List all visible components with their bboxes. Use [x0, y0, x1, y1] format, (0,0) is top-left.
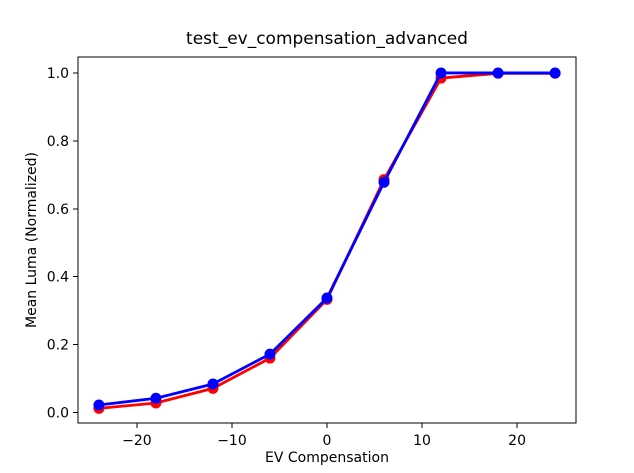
y-tick-label: 0.4	[47, 270, 69, 286]
series-line-blue	[97, 71, 557, 407]
data-point-marker-blue	[150, 392, 162, 404]
y-tick-label: 0.0	[47, 405, 69, 421]
chart-title: test_ev_compensation_advanced	[186, 29, 468, 49]
x-tick-label: 20	[508, 433, 526, 449]
data-point-marker-blue	[492, 67, 504, 79]
y-tick-label: 0.6	[47, 202, 69, 218]
y-tick-label: 0.2	[47, 338, 69, 354]
data-point-marker-blue	[321, 292, 333, 304]
data-point-marker-blue	[549, 67, 561, 79]
data-point-marker-blue	[93, 399, 105, 411]
y-tick-label: 1.0	[47, 66, 69, 82]
x-tick-label: 0	[323, 433, 332, 449]
plot-area: −20 −10 0 10 20 0.0 0.2 0.4 0.6 0.8 1.0	[47, 56, 577, 449]
series-line-red	[97, 71, 557, 410]
y-tick-label: 0.8	[47, 134, 69, 150]
data-point-marker-blue	[264, 348, 276, 360]
data-point-marker-blue	[378, 176, 390, 188]
data-point-marker-blue	[207, 378, 219, 390]
x-tick-label: 10	[413, 433, 431, 449]
y-axis-label: Mean Luma (Normalized)	[24, 152, 40, 328]
x-tick-label: −20	[122, 433, 152, 449]
x-axis-label: EV Compensation	[265, 450, 389, 466]
x-tick-label: −10	[217, 433, 247, 449]
axes-frame	[77, 56, 577, 424]
data-point-marker-blue	[435, 67, 447, 79]
